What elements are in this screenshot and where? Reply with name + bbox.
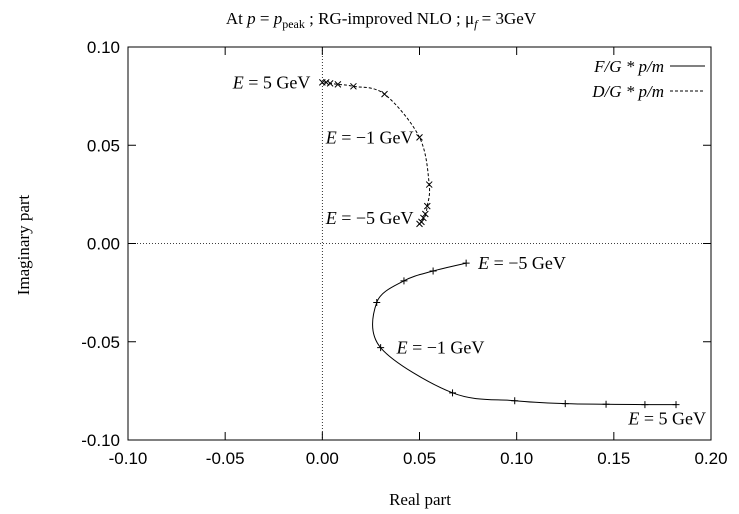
data-point-1 <box>326 79 334 87</box>
data-point-0 <box>672 401 680 409</box>
data-point-0 <box>561 400 569 408</box>
annotation-label: E = 5 GeV <box>627 409 706 429</box>
annotation-label: E = 5 GeV <box>232 72 311 92</box>
data-point-1 <box>425 181 433 188</box>
annotation-label: E = −1 GeV <box>396 338 485 358</box>
data-point-0 <box>429 267 437 275</box>
data-point-0 <box>602 400 610 408</box>
data-point-0 <box>511 397 519 405</box>
y-tick-label: 0.10 <box>87 38 120 57</box>
data-point-1 <box>318 79 326 86</box>
x-tick-label: -0.10 <box>109 449 148 468</box>
annotation-label: E = −1 GeV <box>325 127 414 147</box>
x-tick-label: 0.20 <box>694 449 727 468</box>
annotations-group: E = 5 GeV E = −1 GeV E = −5 GeV E = −5 GeV E… <box>232 72 706 428</box>
data-point-1 <box>381 90 388 98</box>
data-point-0 <box>377 344 385 352</box>
data-point-0 <box>373 298 381 306</box>
series-line-1 <box>322 81 431 225</box>
annotation-label: E = −5 GeV <box>477 253 566 273</box>
series-line-0 <box>371 262 677 406</box>
data-point-0 <box>462 259 470 267</box>
axis-ticks <box>127 46 712 441</box>
x-axis-label: Real part <box>389 490 451 509</box>
data-point-1 <box>420 214 427 222</box>
annotation-label: E = −5 GeV <box>325 208 414 228</box>
data-point-0 <box>400 277 408 285</box>
data-point-1 <box>421 210 429 218</box>
x-tick-label: -0.05 <box>206 449 245 468</box>
data-point-0 <box>449 389 457 397</box>
legend-label-0: F/G * p/m <box>593 57 664 76</box>
data-point-1 <box>350 82 357 90</box>
y-tick-label: -0.05 <box>81 333 120 352</box>
zero-lines <box>128 47 711 440</box>
data-point-1 <box>423 202 431 210</box>
x-tick-label: 0.15 <box>597 449 630 468</box>
data-point-1 <box>334 80 342 88</box>
data-point-1 <box>418 218 425 226</box>
y-tick-label: -0.10 <box>81 431 120 450</box>
x-tick-label: 0.10 <box>500 449 533 468</box>
data-point-0 <box>641 401 649 409</box>
y-tick-label: 0.05 <box>87 136 120 155</box>
tick-labels: -0.10 -0.05 0.00 0.05 0.10 0.15 0.20 0.10 0.05 0.… <box>81 38 727 468</box>
data-point-1 <box>416 134 423 141</box>
chart-title: At p = ppeak ; RG-improved NLO ; μf = 3G… <box>226 9 537 31</box>
y-axis-label: Imaginary part <box>14 194 33 295</box>
y-tick-label: 0.00 <box>87 235 120 254</box>
x-tick-label: 0.00 <box>306 449 339 468</box>
legend: F/G * p/m D/G * p/m <box>591 57 705 101</box>
legend-label-1: D/G * p/m <box>591 82 664 101</box>
markers-group <box>318 79 680 409</box>
x-tick-label: 0.05 <box>403 449 436 468</box>
